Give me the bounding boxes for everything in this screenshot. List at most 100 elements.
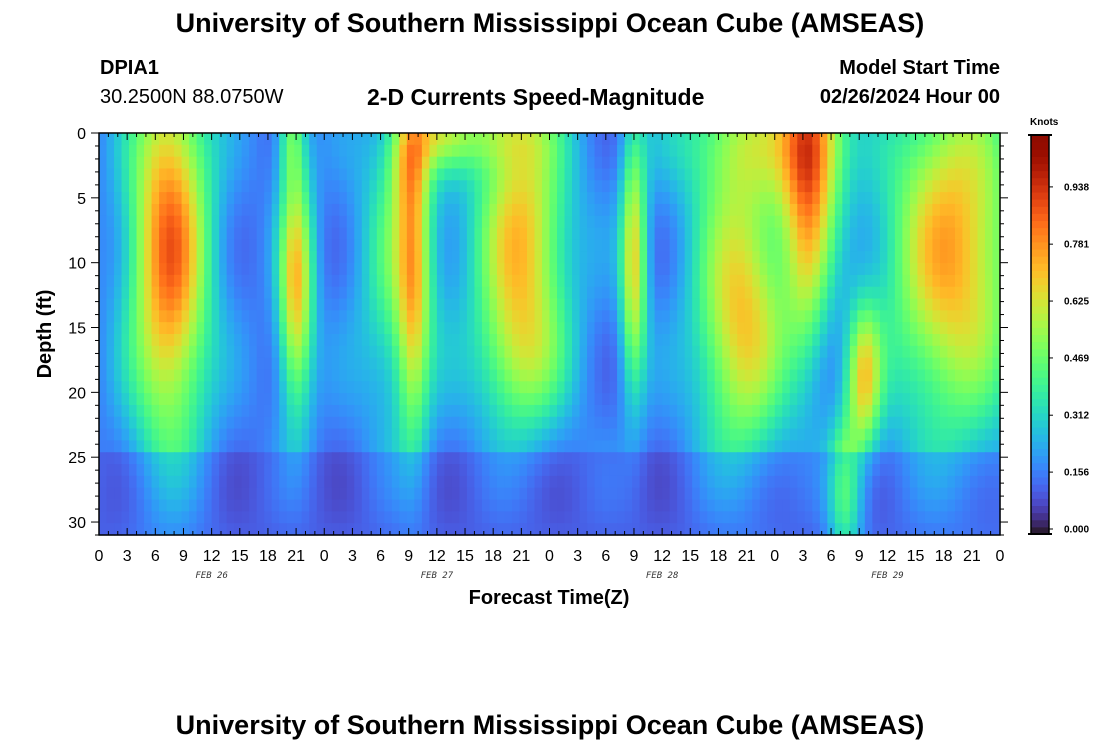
heatmap-cell: [451, 523, 460, 536]
colorbar-swatch: [1031, 306, 1049, 314]
heatmap-cell: [984, 404, 994, 418]
heatmap-cell: [602, 404, 611, 418]
heatmap-cell: [181, 227, 190, 241]
heatmap-cell: [151, 369, 160, 382]
heatmap-cell: [339, 511, 348, 524]
heatmap-cell: [594, 464, 603, 477]
heatmap-cell: [954, 440, 964, 453]
heatmap-cell: [767, 286, 776, 300]
heatmap-cell: [286, 263, 295, 276]
heatmap-cell: [211, 310, 220, 323]
heatmap-cell: [849, 357, 858, 371]
heatmap-cell: [969, 215, 979, 229]
heatmap-cell: [196, 404, 205, 418]
heatmap-cell: [316, 156, 325, 170]
heatmap-cell: [316, 345, 325, 359]
heatmap-cell: [459, 310, 468, 323]
heatmap-cell: [932, 523, 941, 536]
heatmap-cell: [759, 416, 768, 430]
heatmap-cell: [969, 168, 979, 181]
heatmap-cell: [992, 180, 1001, 193]
heatmap-cell: [294, 263, 303, 276]
heatmap-cell: [572, 511, 581, 524]
heatmap-cell: [984, 499, 994, 512]
heatmap-cell: [519, 357, 528, 371]
heatmap-cell: [316, 404, 325, 418]
heatmap-cell: [166, 440, 175, 453]
heatmap-cell: [241, 310, 250, 323]
heatmap-cell: [834, 523, 843, 536]
heatmap-cell: [466, 523, 476, 536]
heatmap-cell: [481, 203, 491, 217]
heatmap-cell: [384, 156, 393, 170]
heatmap-cell: [271, 251, 280, 264]
heatmap-cell: [932, 416, 941, 430]
heatmap-cell: [211, 322, 220, 335]
heatmap-cell: [564, 239, 573, 252]
heatmap-cell: [219, 239, 228, 252]
heatmap-cell: [947, 381, 956, 394]
heatmap-cell: [954, 298, 964, 311]
heatmap-cell: [159, 345, 168, 359]
heatmap-cell: [324, 416, 333, 430]
heatmap-cell: [954, 369, 964, 382]
heatmap-cell: [376, 393, 385, 406]
heatmap-cell: [917, 322, 926, 335]
heatmap-cell: [909, 369, 919, 382]
heatmap-cell: [444, 523, 453, 536]
heatmap-cell: [279, 298, 288, 311]
heatmap-cell: [511, 227, 521, 241]
heatmap-cell: [714, 393, 723, 406]
heatmap-cell: [977, 475, 986, 489]
heatmap-cell: [144, 499, 153, 512]
heatmap-cell: [534, 511, 543, 524]
heatmap-cell: [519, 180, 528, 193]
x-tick-label: 9: [855, 548, 864, 565]
heatmap-cell: [804, 523, 813, 536]
heatmap-cell: [797, 156, 806, 170]
heatmap-cell: [677, 263, 686, 276]
heatmap-cell: [444, 168, 453, 181]
heatmap-cell: [827, 180, 836, 193]
heatmap-cell: [677, 393, 686, 406]
heatmap-cell: [339, 345, 348, 359]
heatmap-cell: [759, 499, 768, 512]
heatmap-cell: [376, 499, 385, 512]
heatmap-cell: [324, 144, 333, 158]
heatmap-cell: [759, 369, 768, 382]
heatmap-cell: [324, 475, 333, 489]
heatmap-cell: [879, 404, 888, 418]
heatmap-cell: [857, 286, 866, 300]
heatmap-cell: [857, 227, 866, 241]
heatmap-cell: [436, 416, 445, 430]
heatmap-cell: [939, 263, 949, 276]
heatmap-cell: [196, 251, 205, 264]
heatmap-cell: [797, 369, 806, 382]
heatmap-cell: [564, 227, 573, 241]
heatmap-cell: [181, 192, 190, 205]
heatmap-cell: [549, 286, 558, 300]
heatmap-cell: [249, 511, 258, 524]
heatmap-cell: [436, 511, 445, 524]
heatmap-cell: [204, 322, 213, 335]
heatmap-cell: [346, 334, 355, 347]
heatmap-cell: [557, 452, 566, 465]
heatmap-cell: [939, 369, 949, 382]
heatmap-cell: [369, 428, 378, 442]
heatmap-cell: [256, 523, 265, 536]
heatmap-cell: [249, 310, 258, 323]
heatmap-cell: [496, 215, 506, 229]
heatmap-cell: [429, 227, 438, 241]
heatmap-cell: [722, 168, 731, 181]
heatmap-cell: [774, 440, 783, 453]
heatmap-cell: [151, 192, 160, 205]
colorbar-tick-label: 0.312: [1064, 411, 1089, 422]
heatmap-cell: [429, 192, 438, 205]
heatmap-cell: [526, 452, 536, 465]
heatmap-cell: [106, 428, 115, 442]
heatmap-cell: [827, 416, 836, 430]
heatmap-cell: [827, 357, 836, 371]
heatmap-cell: [797, 310, 806, 323]
heatmap-cell: [624, 487, 633, 501]
heatmap-cell: [166, 251, 175, 264]
